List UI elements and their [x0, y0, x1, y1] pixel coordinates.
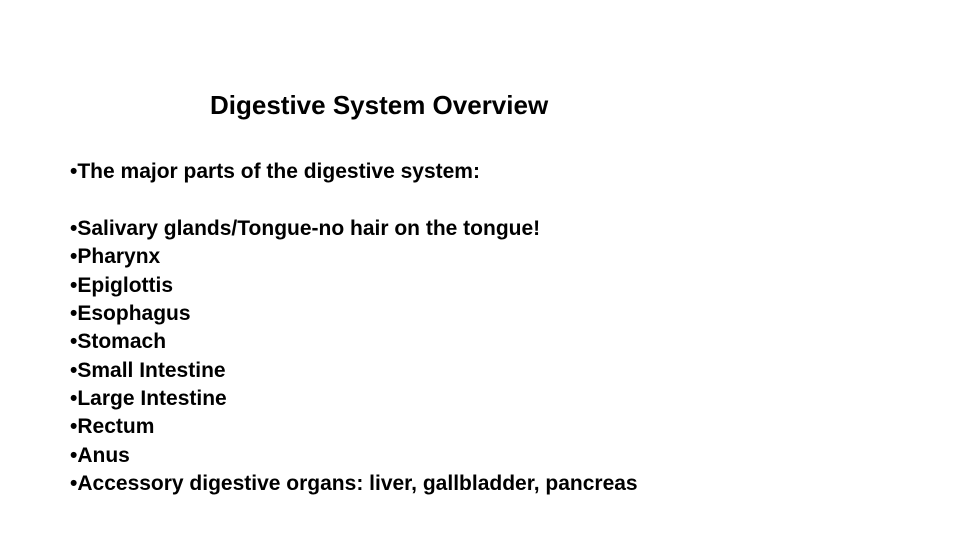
list-item: •Rectum: [70, 413, 638, 441]
list-item: •Accessory digestive organs: liver, gall…: [70, 470, 638, 498]
slide-title: Digestive System Overview: [210, 90, 548, 121]
list-item: •Esophagus: [70, 300, 638, 328]
list-item: •Large Intestine: [70, 385, 638, 413]
bullet-list: •Salivary glands/Tongue-no hair on the t…: [70, 215, 638, 498]
list-item-text: Salivary glands/Tongue-no hair on the to…: [77, 217, 540, 240]
slide: Digestive System Overview •The major par…: [0, 0, 960, 540]
list-item: •Anus: [70, 442, 638, 470]
heading-row: •The major parts of the digestive system…: [70, 160, 480, 184]
list-item: •Pharynx: [70, 243, 638, 271]
list-item: •Small Intestine: [70, 357, 638, 385]
list-item-text: Anus: [77, 444, 130, 467]
list-item-text: Epiglottis: [77, 274, 173, 297]
list-item: •Stomach: [70, 328, 638, 356]
list-item-text: Esophagus: [77, 302, 190, 325]
heading-text: The major parts of the digestive system:: [77, 160, 480, 183]
list-item: •Salivary glands/Tongue-no hair on the t…: [70, 215, 638, 243]
list-item-text: Stomach: [77, 330, 166, 353]
list-item-text: Pharynx: [77, 245, 160, 268]
list-item-text: Rectum: [77, 415, 154, 438]
list-item-text: Small Intestine: [77, 359, 225, 382]
list-item: •Epiglottis: [70, 272, 638, 300]
list-item-text: Accessory digestive organs: liver, gallb…: [77, 472, 637, 495]
list-item-text: Large Intestine: [77, 387, 226, 410]
